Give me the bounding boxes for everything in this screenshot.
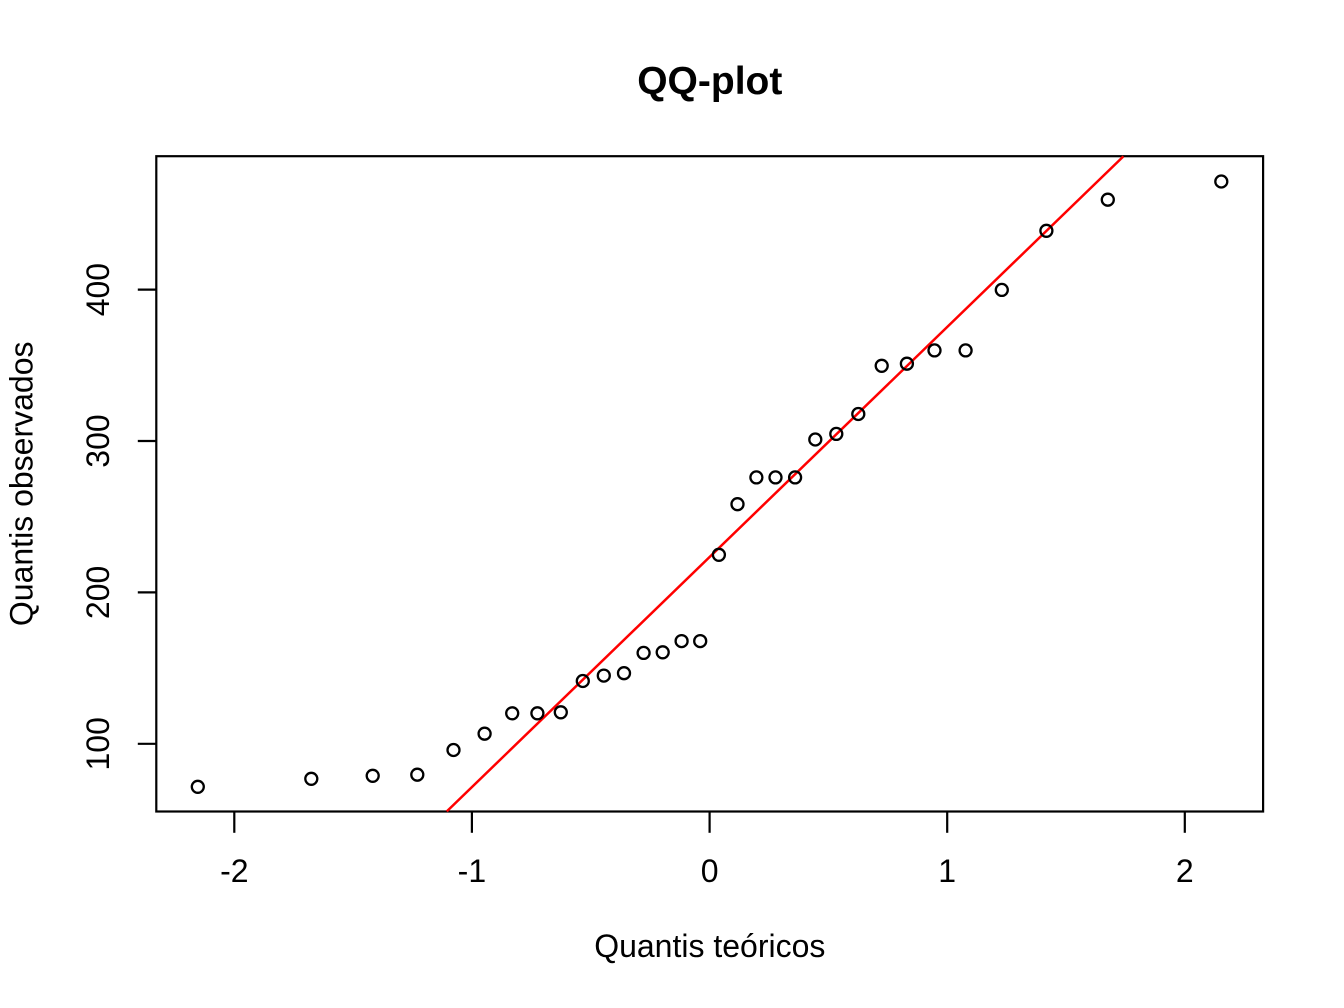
svg-text:Quantis teóricos: Quantis teóricos [594, 928, 825, 964]
svg-text:0: 0 [701, 853, 719, 889]
svg-text:1: 1 [938, 853, 956, 889]
svg-text:300: 300 [80, 414, 116, 467]
svg-text:QQ-plot: QQ-plot [637, 60, 782, 103]
svg-text:100: 100 [80, 717, 116, 770]
svg-text:200: 200 [80, 566, 116, 619]
svg-text:400: 400 [80, 263, 116, 316]
svg-text:Quantis observados: Quantis observados [4, 341, 40, 626]
svg-text:-1: -1 [458, 853, 486, 889]
svg-text:2: 2 [1176, 853, 1194, 889]
svg-text:-2: -2 [220, 853, 248, 889]
